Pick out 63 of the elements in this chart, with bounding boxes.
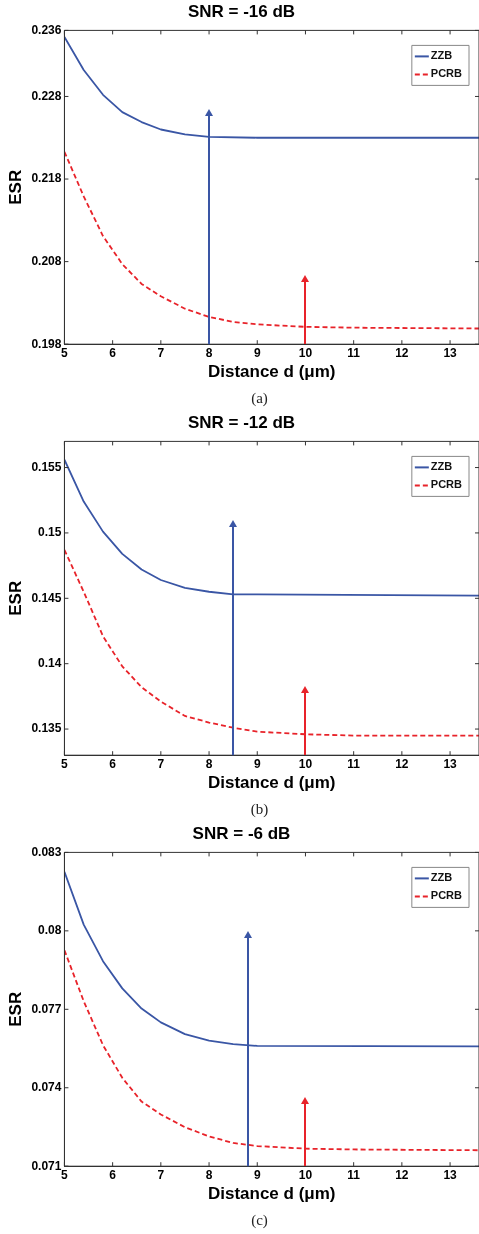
x-tick-label: 5 <box>61 756 69 771</box>
x-tick-label: 13 <box>443 345 458 360</box>
y-tick-label: 0.077 <box>31 1001 62 1016</box>
chart-title: SNR = -6 dB <box>192 823 291 843</box>
x-tick-label: 6 <box>109 1167 117 1182</box>
x-tick-label: 7 <box>157 345 165 360</box>
text: (b) <box>250 801 269 818</box>
text: (a) <box>251 390 268 407</box>
y-tick-label: 0.155 <box>31 459 62 474</box>
x-tick-label: 8 <box>205 1167 213 1182</box>
x-tick-label: 6 <box>109 345 117 360</box>
y-tick-label: 0.208 <box>31 253 62 268</box>
y-tick-label: 0.135 <box>31 721 62 736</box>
x-tick-label: 8 <box>205 345 213 360</box>
x-tick-label: 10 <box>298 345 313 360</box>
y-axis-title: ESR <box>5 991 25 1027</box>
x-tick-label: 7 <box>157 756 165 771</box>
y-axis-title: ESR <box>5 169 25 205</box>
y-tick-label: 0.145 <box>31 590 62 605</box>
x-tick-label: 9 <box>253 345 261 360</box>
x-tick-label: 12 <box>395 756 409 771</box>
x-axis-title: Distance d (μm) <box>207 773 336 793</box>
x-axis-title: Distance d (μm) <box>207 1184 336 1204</box>
x-tick-label: 9 <box>253 1167 261 1182</box>
y-tick-label: 0.14 <box>38 655 62 670</box>
x-tick-label: 11 <box>347 1167 361 1182</box>
chart-title: SNR = -12 dB <box>187 412 296 432</box>
chart-title: SNR = -16 dB <box>187 1 296 21</box>
x-tick-label: 6 <box>109 756 117 771</box>
legend-label: ZZB <box>430 460 453 473</box>
y-tick-label: 0.08 <box>38 923 62 938</box>
legend-label: ZZB <box>430 871 453 884</box>
text: (c) <box>251 1212 268 1229</box>
x-tick-label: 10 <box>298 1167 313 1182</box>
line-series <box>64 949 479 1152</box>
legend-label: ZZB <box>430 49 453 62</box>
line-series <box>64 150 479 330</box>
y-axis-title: ESR <box>5 580 25 616</box>
x-tick-label: 5 <box>61 1167 69 1182</box>
x-tick-label: 11 <box>347 756 361 771</box>
x-tick-label: 9 <box>253 756 261 771</box>
legend-label: PCRB <box>430 478 463 491</box>
y-tick-label: 0.074 <box>31 1080 62 1095</box>
legend-label: PCRB <box>430 889 463 902</box>
x-tick-label: 13 <box>443 1167 458 1182</box>
x-tick-label: 7 <box>157 1167 165 1182</box>
y-tick-label: 0.071 <box>31 1158 62 1173</box>
x-axis-title: Distance d (μm) <box>207 362 336 382</box>
y-tick-label: 0.198 <box>31 336 62 351</box>
y-tick-label: 0.228 <box>31 88 62 103</box>
x-tick-label: 13 <box>443 756 458 771</box>
x-tick-label: 12 <box>395 1167 409 1182</box>
x-tick-label: 12 <box>395 345 409 360</box>
legend-label: PCRB <box>430 67 463 80</box>
y-tick-label: 0.236 <box>31 22 62 37</box>
x-tick-label: 11 <box>347 345 361 360</box>
y-tick-label: 0.083 <box>31 844 62 859</box>
x-tick-label: 5 <box>61 345 69 360</box>
y-tick-label: 0.15 <box>38 525 62 540</box>
x-tick-label: 10 <box>298 756 313 771</box>
line-series <box>64 549 479 737</box>
y-tick-label: 0.218 <box>31 171 62 186</box>
x-tick-label: 8 <box>205 756 213 771</box>
